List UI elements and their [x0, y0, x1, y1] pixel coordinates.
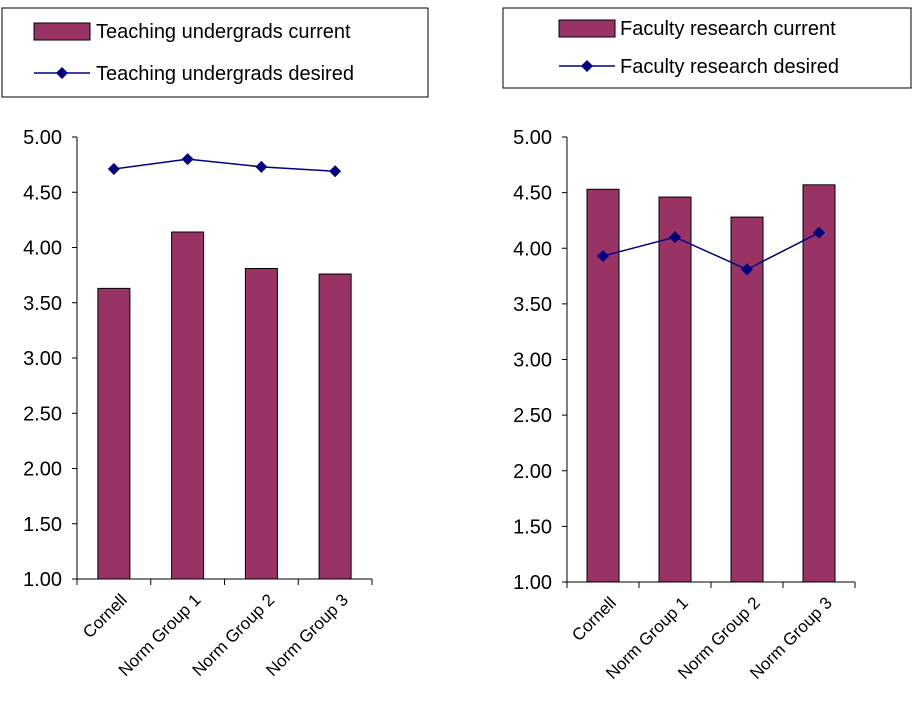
y-tick-label: 3.50 [23, 293, 62, 315]
teaching-undergrads-chart: Teaching undergrads current Teaching und… [1, 7, 429, 680]
x-category-label: Cornell [568, 593, 620, 645]
y-tick-label: 1.50 [23, 514, 62, 536]
faculty-research-chart: Faculty research current Faculty researc… [502, 7, 912, 683]
legend-bar-swatch [33, 22, 91, 41]
diamond-marker [669, 231, 681, 244]
legend-label-current: Teaching undergrads current [96, 21, 351, 43]
y-tick-label: 3.00 [23, 348, 62, 370]
x-category-label: Cornell [79, 590, 131, 642]
y-tick-label: 2.50 [23, 403, 62, 425]
diamond-marker [329, 165, 342, 178]
y-tick-label: 4.50 [23, 182, 62, 204]
y-tick-label: 4.50 [513, 183, 552, 205]
y-tick-label: 2.00 [513, 461, 552, 483]
legend-bar-swatch [558, 19, 616, 38]
legend-diamond-marker [56, 67, 68, 79]
bar [802, 184, 836, 583]
bar [171, 231, 205, 580]
y-tick-label: 2.00 [23, 459, 62, 481]
diamond-marker [181, 153, 194, 166]
bar [586, 188, 620, 583]
legend-label-desired: Teaching undergrads desired [96, 63, 354, 85]
bar [97, 287, 131, 580]
y-tick-label: 2.50 [513, 405, 552, 427]
legend: Teaching undergrads current Teaching und… [1, 7, 429, 98]
diamond-marker [741, 263, 753, 276]
y-tick-label: 1.50 [513, 516, 552, 538]
legend-diamond-marker [581, 60, 593, 72]
y-tick-label: 3.50 [513, 294, 552, 316]
legend: Faculty research current Faculty researc… [502, 7, 912, 89]
diamond-marker [813, 226, 825, 239]
bar [244, 267, 278, 580]
desired-line [113, 158, 336, 173]
bar [658, 196, 692, 583]
plot-area: 1.00 1.50 2.00 2.50 3.00 3.50 4.00 4.50 5.00 Corn… [513, 127, 856, 683]
legend-label-current: Faculty research current [620, 18, 836, 40]
bar [730, 216, 764, 583]
desired-line [602, 232, 820, 271]
y-tick-label: 5.00 [23, 127, 62, 149]
diamond-marker [107, 163, 120, 176]
y-tick-label: 3.00 [513, 350, 552, 372]
y-tick-label: 5.00 [513, 127, 552, 149]
y-tick-label: 1.00 [23, 569, 62, 591]
plot-area: 1.00 1.50 2.00 2.50 3.00 3.50 4.00 4.50 5.00 Corn… [23, 127, 373, 680]
y-tick-label: 4.00 [23, 238, 62, 260]
bar [318, 273, 352, 580]
diamond-marker [597, 250, 609, 263]
diamond-marker [255, 160, 268, 173]
y-tick-label: 1.00 [513, 572, 552, 594]
legend-label-desired: Faculty research desired [620, 56, 839, 78]
y-tick-label: 4.00 [513, 238, 552, 260]
